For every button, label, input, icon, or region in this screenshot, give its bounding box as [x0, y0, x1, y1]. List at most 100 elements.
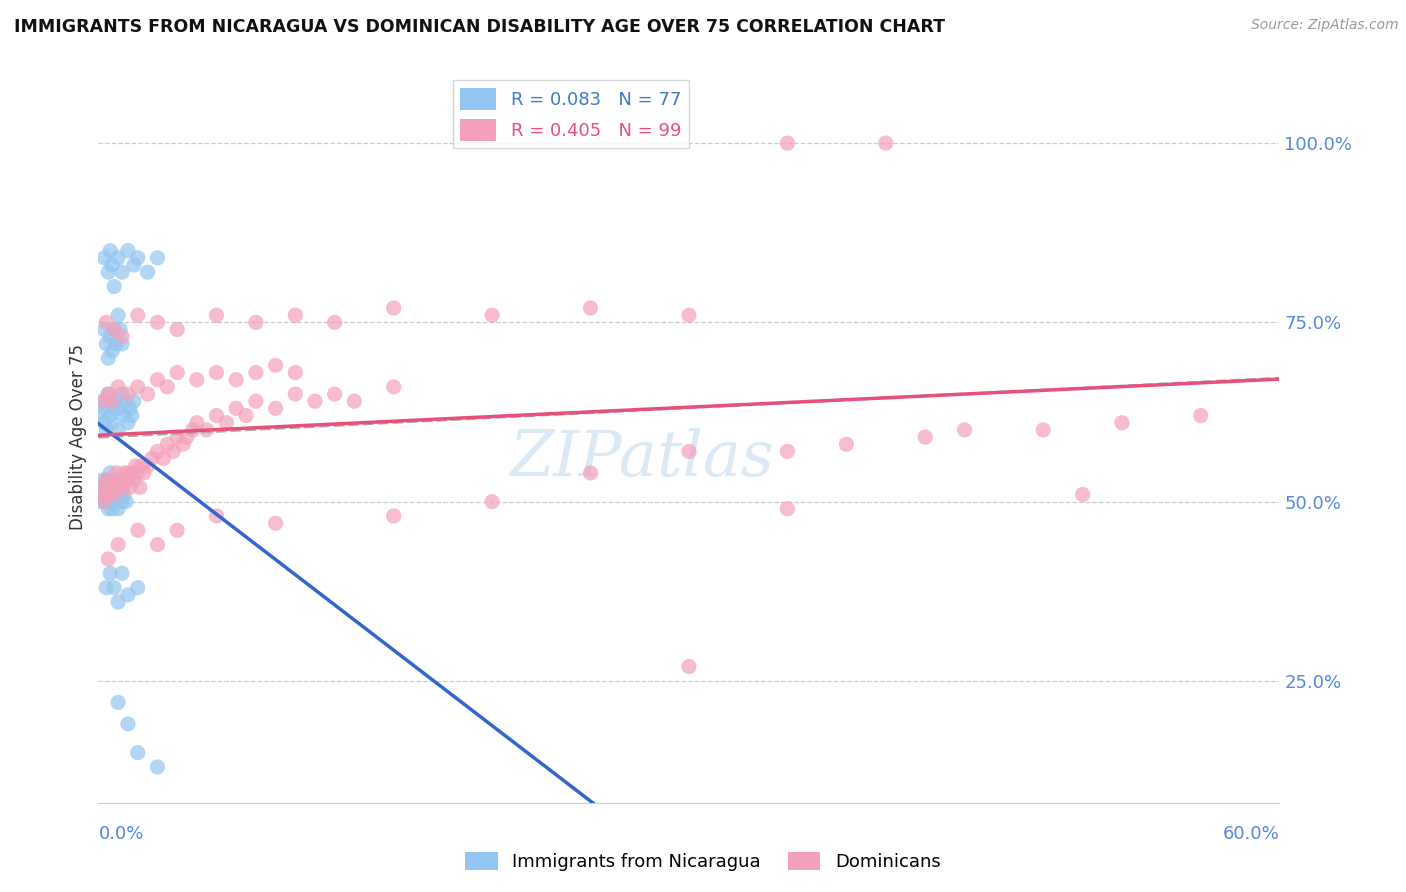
Point — [101, 344, 124, 359]
Point — [579, 301, 602, 315]
Point — [121, 409, 143, 423]
Point — [107, 480, 129, 494]
Point — [108, 401, 131, 416]
Point — [108, 322, 131, 336]
Point — [93, 494, 115, 508]
Point — [186, 416, 208, 430]
Point — [112, 409, 135, 423]
Point — [101, 473, 124, 487]
Point — [111, 336, 134, 351]
Point — [91, 394, 114, 409]
Point — [136, 265, 159, 279]
Point — [205, 409, 228, 423]
Point — [93, 480, 115, 494]
Point — [93, 322, 115, 336]
Text: ZIPatlas: ZIPatlas — [509, 428, 775, 490]
Point — [112, 487, 135, 501]
Text: 0.0%: 0.0% — [98, 825, 143, 843]
Point — [225, 373, 247, 387]
Point — [835, 437, 858, 451]
Point — [382, 301, 405, 315]
Point — [141, 451, 163, 466]
Point — [245, 315, 267, 329]
Point — [914, 430, 936, 444]
Point — [115, 494, 138, 508]
Point — [875, 136, 897, 150]
Point — [382, 508, 405, 523]
Point — [117, 717, 139, 731]
Point — [118, 401, 141, 416]
Point — [678, 444, 700, 458]
Point — [101, 501, 124, 516]
Point — [108, 473, 131, 487]
Point — [108, 487, 131, 501]
Point — [103, 401, 125, 416]
Point — [97, 265, 120, 279]
Point — [97, 351, 120, 366]
Point — [481, 494, 503, 508]
Point — [91, 473, 114, 487]
Point — [225, 401, 247, 416]
Point — [103, 322, 125, 336]
Point — [284, 366, 307, 380]
Point — [117, 387, 139, 401]
Point — [382, 380, 405, 394]
Point — [264, 359, 287, 373]
Point — [156, 380, 179, 394]
Point — [127, 466, 149, 480]
Point — [195, 423, 218, 437]
Point — [96, 473, 118, 487]
Point — [93, 494, 115, 508]
Point — [98, 329, 121, 343]
Point — [132, 466, 155, 480]
Point — [91, 487, 114, 501]
Y-axis label: Disability Age Over 75: Disability Age Over 75 — [69, 344, 87, 530]
Point — [117, 588, 139, 602]
Point — [97, 387, 120, 401]
Point — [146, 315, 169, 329]
Point — [101, 258, 124, 272]
Point — [152, 451, 174, 466]
Point — [127, 308, 149, 322]
Point — [93, 416, 115, 430]
Point — [284, 387, 307, 401]
Point — [107, 501, 129, 516]
Point — [103, 494, 125, 508]
Point — [122, 258, 145, 272]
Point — [1111, 416, 1133, 430]
Point — [776, 136, 799, 150]
Point — [107, 423, 129, 437]
Point — [98, 480, 121, 494]
Legend: Immigrants from Nicaragua, Dominicans: Immigrants from Nicaragua, Dominicans — [458, 845, 948, 879]
Point — [91, 480, 114, 494]
Point — [101, 394, 124, 409]
Point — [343, 394, 366, 409]
Point — [678, 659, 700, 673]
Point — [89, 494, 111, 508]
Point — [101, 416, 124, 430]
Point — [156, 437, 179, 451]
Point — [93, 394, 115, 409]
Point — [96, 581, 118, 595]
Point — [103, 322, 125, 336]
Point — [264, 401, 287, 416]
Point — [146, 444, 169, 458]
Point — [107, 480, 129, 494]
Point — [111, 566, 134, 581]
Text: IMMIGRANTS FROM NICARAGUA VS DOMINICAN DISABILITY AGE OVER 75 CORRELATION CHART: IMMIGRANTS FROM NICARAGUA VS DOMINICAN D… — [14, 18, 945, 36]
Point — [93, 401, 115, 416]
Point — [205, 366, 228, 380]
Point — [304, 394, 326, 409]
Point — [284, 308, 307, 322]
Point — [205, 308, 228, 322]
Point — [96, 336, 118, 351]
Point — [323, 315, 346, 329]
Point — [264, 516, 287, 530]
Point — [108, 473, 131, 487]
Point — [127, 524, 149, 538]
Point — [111, 387, 134, 401]
Point — [136, 458, 159, 473]
Point — [176, 430, 198, 444]
Point — [96, 473, 118, 487]
Point — [111, 329, 134, 343]
